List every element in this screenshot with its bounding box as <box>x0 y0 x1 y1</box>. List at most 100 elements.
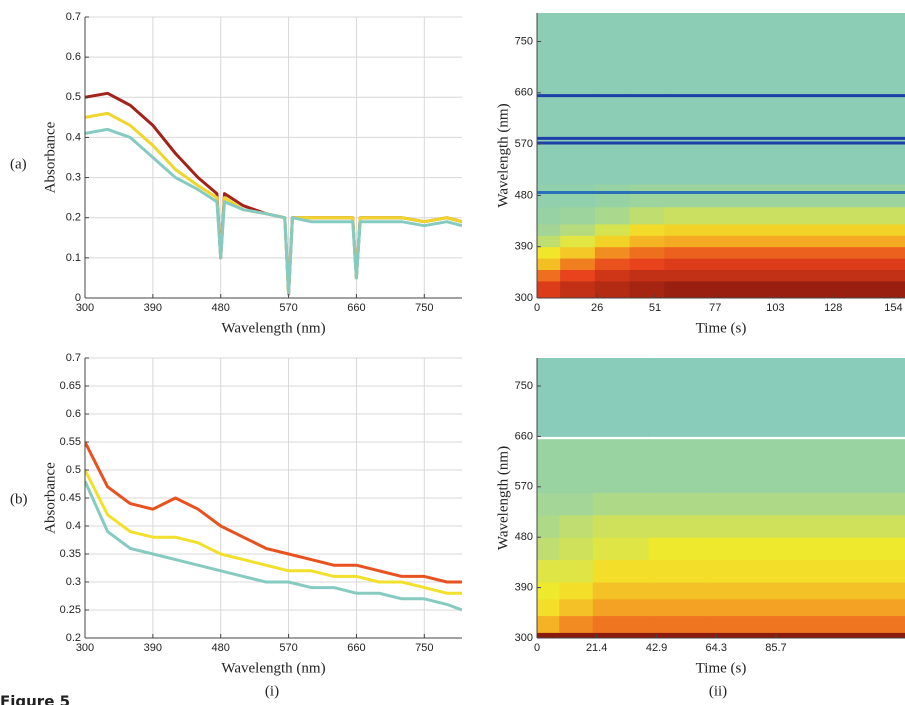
heat-cell <box>537 492 560 516</box>
x-tick-label: 77 <box>709 302 721 314</box>
heat-cell <box>537 559 560 583</box>
heat-cell <box>629 206 665 225</box>
y-tick-label: 390 <box>515 241 533 253</box>
heat-cell <box>559 514 594 538</box>
y-axis-label: Wavelength (nm) <box>495 103 511 207</box>
heat-cell <box>592 358 650 437</box>
y-tick-label: 0.4 <box>66 131 81 143</box>
heat-cell <box>537 598 560 617</box>
heat-cell <box>537 184 561 208</box>
y-tick-label: 660 <box>515 430 533 442</box>
heat-cell <box>704 492 905 516</box>
spectrum-line <box>85 480 462 612</box>
heat-cell <box>560 13 596 185</box>
y-tick-label: 300 <box>515 632 533 644</box>
y-tick-label: 0.45 <box>60 492 81 504</box>
heat-cell <box>629 269 665 282</box>
heat-cell <box>537 439 560 493</box>
x-tick-label: 750 <box>415 302 433 314</box>
x-tick-label: 390 <box>144 642 162 654</box>
heat-cell <box>592 582 650 600</box>
heat-cell <box>648 582 705 600</box>
heat-cell <box>559 615 594 633</box>
heat-cell <box>629 184 665 208</box>
heat-cell <box>664 206 905 225</box>
x-tick-label: 300 <box>76 642 94 654</box>
x-axis-label: Time (s) <box>696 320 747 336</box>
heat-cell <box>537 269 561 282</box>
heat-cell <box>664 235 905 248</box>
heat-cell <box>629 258 665 270</box>
x-tick-label: 64.3 <box>706 642 727 654</box>
heat-cell <box>592 537 650 561</box>
heat-cell <box>559 492 594 516</box>
caption: Figure 5 <box>0 693 70 705</box>
heat-cell <box>704 358 905 437</box>
heat-cell <box>629 13 665 185</box>
heat-cell <box>704 615 905 633</box>
heat-cell <box>704 514 905 538</box>
y-tick-label: 0.7 <box>66 11 81 23</box>
heat-cell <box>648 559 705 583</box>
heat-cell <box>537 615 560 633</box>
heat-cell <box>704 537 905 561</box>
heat-cell <box>560 184 596 208</box>
heat-cell <box>592 632 650 638</box>
panel: 0 21.4 42.9 64.3 85.7 300 390 480 570 660 750 Time … <box>495 358 905 676</box>
x-axis-label: Time (s) <box>696 660 747 676</box>
x-tick-label: 21.4 <box>586 642 607 654</box>
heat-cell <box>648 492 705 516</box>
heat-cell <box>704 559 905 583</box>
y-tick-label: 480 <box>515 531 533 543</box>
heat-cell <box>537 358 560 437</box>
x-tick-label: 0 <box>534 642 540 654</box>
heat-cell <box>664 258 905 270</box>
heat-cell <box>664 280 905 298</box>
heat-cell <box>559 537 594 561</box>
heat-cell <box>559 582 594 600</box>
heat-cell <box>592 598 650 617</box>
heat-cell <box>648 514 705 538</box>
heat-cell <box>560 269 596 282</box>
y-tick-label: 750 <box>515 380 533 392</box>
spectrum-line <box>85 469 462 595</box>
heat-cell <box>537 206 561 225</box>
y-tick-label: 0.2 <box>66 632 81 644</box>
y-tick-label: 0.6 <box>66 408 81 420</box>
heat-cell <box>594 280 631 298</box>
y-tick-label: 660 <box>515 87 533 99</box>
heat-cell <box>629 223 665 236</box>
y-tick-label: 300 <box>515 292 533 304</box>
x-tick-label: 570 <box>279 302 297 314</box>
heat-cell <box>704 632 905 638</box>
y-tick-label: 750 <box>515 35 533 47</box>
panel: 300 390 480 570 660 750 0 0.1 0.2 0.3 0.4 0.5 0.6 0.7… <box>42 11 462 336</box>
heat-cell <box>648 632 705 638</box>
y-tick-label: 0.35 <box>60 548 81 560</box>
heat-cell <box>594 258 631 270</box>
y-axis-label: Absorbance <box>42 462 58 534</box>
y-tick-label: 0.55 <box>60 436 81 448</box>
x-tick-label: 660 <box>347 642 365 654</box>
panel: 300 390 480 570 660 750 0.2 0.25 0.3 0.35 0.4 0.45 0… <box>42 352 462 676</box>
heat-cell <box>664 269 905 282</box>
heat-cell <box>594 235 631 248</box>
heat-cell <box>537 514 560 538</box>
heat-cell <box>559 632 594 638</box>
heat-cell <box>592 439 650 493</box>
column-label: (i) <box>265 683 279 699</box>
x-axis-label: Wavelength (nm) <box>221 320 325 336</box>
heat-cell <box>664 246 905 259</box>
heat-cell <box>560 258 596 270</box>
heat-cell <box>704 439 905 493</box>
x-tick-label: 42.9 <box>646 642 667 654</box>
heat-cell <box>537 235 561 248</box>
heat-cell <box>594 13 631 185</box>
heat-cell <box>664 223 905 236</box>
heat-cell <box>560 223 596 236</box>
heat-cell <box>648 615 705 633</box>
y-tick-label: 0.5 <box>66 464 81 476</box>
heat-cell <box>537 13 561 185</box>
heat-cell <box>594 184 631 208</box>
